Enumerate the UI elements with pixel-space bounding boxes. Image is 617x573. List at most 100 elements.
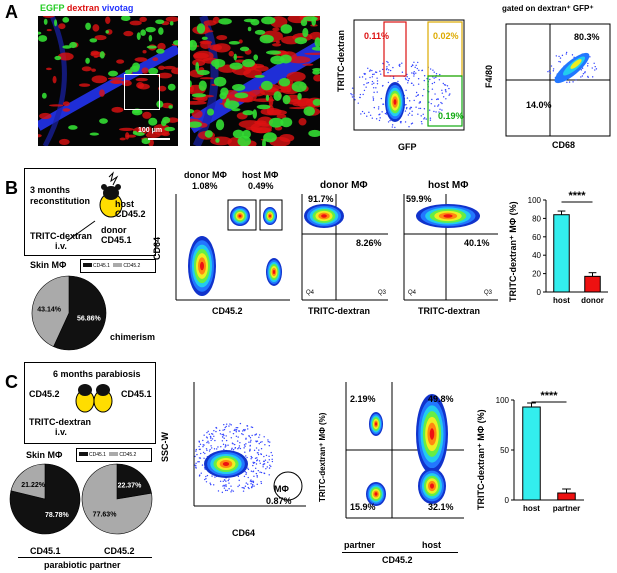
flow-c1-event — [269, 441, 271, 443]
flow-b2-density — [321, 214, 327, 218]
egfp-cell — [259, 34, 274, 44]
flow-c1-event — [249, 436, 252, 439]
flow-a1-frame — [353, 19, 465, 131]
flow-c1-event — [251, 426, 254, 429]
egfp-cell — [99, 51, 105, 59]
flow-a1-event — [369, 76, 371, 79]
flow-c1-event — [257, 452, 259, 454]
egfp-cell — [294, 37, 308, 45]
flow-c1-gate-label: MΦ — [274, 484, 289, 494]
flow-a1-event — [399, 63, 401, 66]
dextran-signal — [93, 55, 98, 58]
flow-c1-event — [206, 449, 208, 452]
flow-b2-q3: Q3 — [378, 290, 387, 296]
flow-a1-event — [376, 80, 379, 82]
micrograph-overview: 100 μm — [38, 16, 178, 146]
mouse-icon — [99, 171, 123, 218]
flow-a2-event — [595, 68, 598, 70]
flow-a1-event — [404, 77, 407, 80]
flow-c1-event — [256, 440, 259, 442]
dextran-signal — [146, 126, 152, 134]
flow-a1-event — [379, 117, 381, 119]
flow-c1-event — [252, 464, 254, 467]
flow-a1-event — [441, 102, 443, 105]
flow-a1-event — [404, 110, 407, 112]
flow-c1-event — [236, 427, 239, 429]
flow-c1-event — [211, 447, 213, 449]
flow-c1-event — [237, 448, 239, 450]
egfp-cell — [220, 87, 229, 96]
flow-c1-event — [252, 462, 255, 464]
flow-a1-event — [389, 119, 391, 122]
flow-a1-event — [414, 66, 416, 69]
flow-c1-event — [235, 426, 237, 429]
dextran-signal — [94, 35, 107, 41]
flow-c1-event — [219, 480, 222, 483]
flow-a1-event — [420, 115, 422, 117]
pie-slice — [31, 275, 70, 348]
flow-c1-event — [222, 443, 225, 446]
flow-c2-xlabel: CD45.2 — [382, 555, 413, 565]
flow-c1-event — [198, 475, 201, 477]
egfp-cell — [68, 125, 78, 130]
egfp-cell — [207, 108, 215, 116]
flow-c1-event — [250, 426, 253, 428]
flow-a1-event — [417, 83, 420, 85]
flow-c1-event — [239, 447, 242, 450]
flow-a1-event — [442, 82, 445, 85]
flow-c1-event — [237, 475, 240, 478]
flow-c1-event — [244, 451, 246, 453]
flow-a1-event — [435, 76, 437, 79]
flow-c1-event — [238, 479, 240, 482]
dextran-signal — [157, 42, 166, 51]
flow-a1-event — [399, 121, 402, 123]
flow-c1-event — [198, 441, 201, 443]
egfp-cell — [146, 45, 157, 49]
flow-c1-event — [245, 472, 248, 474]
flow-a1-event — [410, 82, 413, 84]
flow-c1-event — [217, 446, 219, 448]
flow-c1-event — [268, 467, 271, 469]
flow-c1-ylabel: SSC-W — [160, 432, 170, 462]
flow-a1-event — [367, 81, 370, 84]
pies-c-legend-swatch-1 — [79, 452, 88, 456]
egfp-cell — [169, 21, 174, 26]
egfp-cell — [190, 108, 195, 114]
flow-a2-plot — [505, 23, 611, 137]
flow-a1-event — [392, 66, 394, 69]
flow-c1-event — [253, 449, 256, 452]
flow-c1-event — [222, 433, 225, 436]
flow-c1-event — [254, 457, 257, 459]
flow-a1-event — [363, 112, 366, 115]
flow-b1-density — [200, 261, 204, 271]
micrograph-overview-image — [38, 16, 178, 146]
flow-c1-event — [247, 483, 249, 485]
flow-c1-event — [225, 485, 227, 488]
flow-b1: donor MΦ 1.08% host MΦ 0.49% CD64 CD45.2 — [152, 170, 292, 320]
flow-c1-event — [258, 436, 260, 438]
flow-c1-event — [250, 470, 253, 472]
flow-a2-event — [572, 81, 574, 83]
flow-c1-event — [230, 491, 232, 493]
flow-c1-event — [228, 425, 230, 427]
flow-a2-bottom-value: 14.0% — [526, 100, 552, 110]
flow-c1-event — [245, 438, 247, 440]
dextran-signal — [110, 79, 124, 84]
flow-c1-event — [257, 469, 260, 472]
pie-slice-label: 22.37% — [118, 482, 143, 489]
egfp-cell — [302, 27, 309, 38]
flow-c1-xlabel: CD64 — [232, 528, 256, 538]
pie-slice — [10, 463, 46, 500]
bar-category-label: donor — [581, 296, 604, 305]
flow-c1-event — [258, 442, 260, 445]
flow-c1-event — [205, 481, 208, 483]
dextran-signal — [134, 57, 148, 62]
flow-c1-event — [228, 488, 230, 490]
dextran-signal — [228, 50, 234, 57]
flow-c1-event — [223, 484, 225, 487]
dextran-signal — [137, 83, 150, 90]
flow-c1-event — [210, 439, 212, 442]
flow-a1-event — [376, 82, 379, 85]
flow-a1-event — [428, 109, 431, 111]
dextran-signal — [216, 34, 228, 41]
